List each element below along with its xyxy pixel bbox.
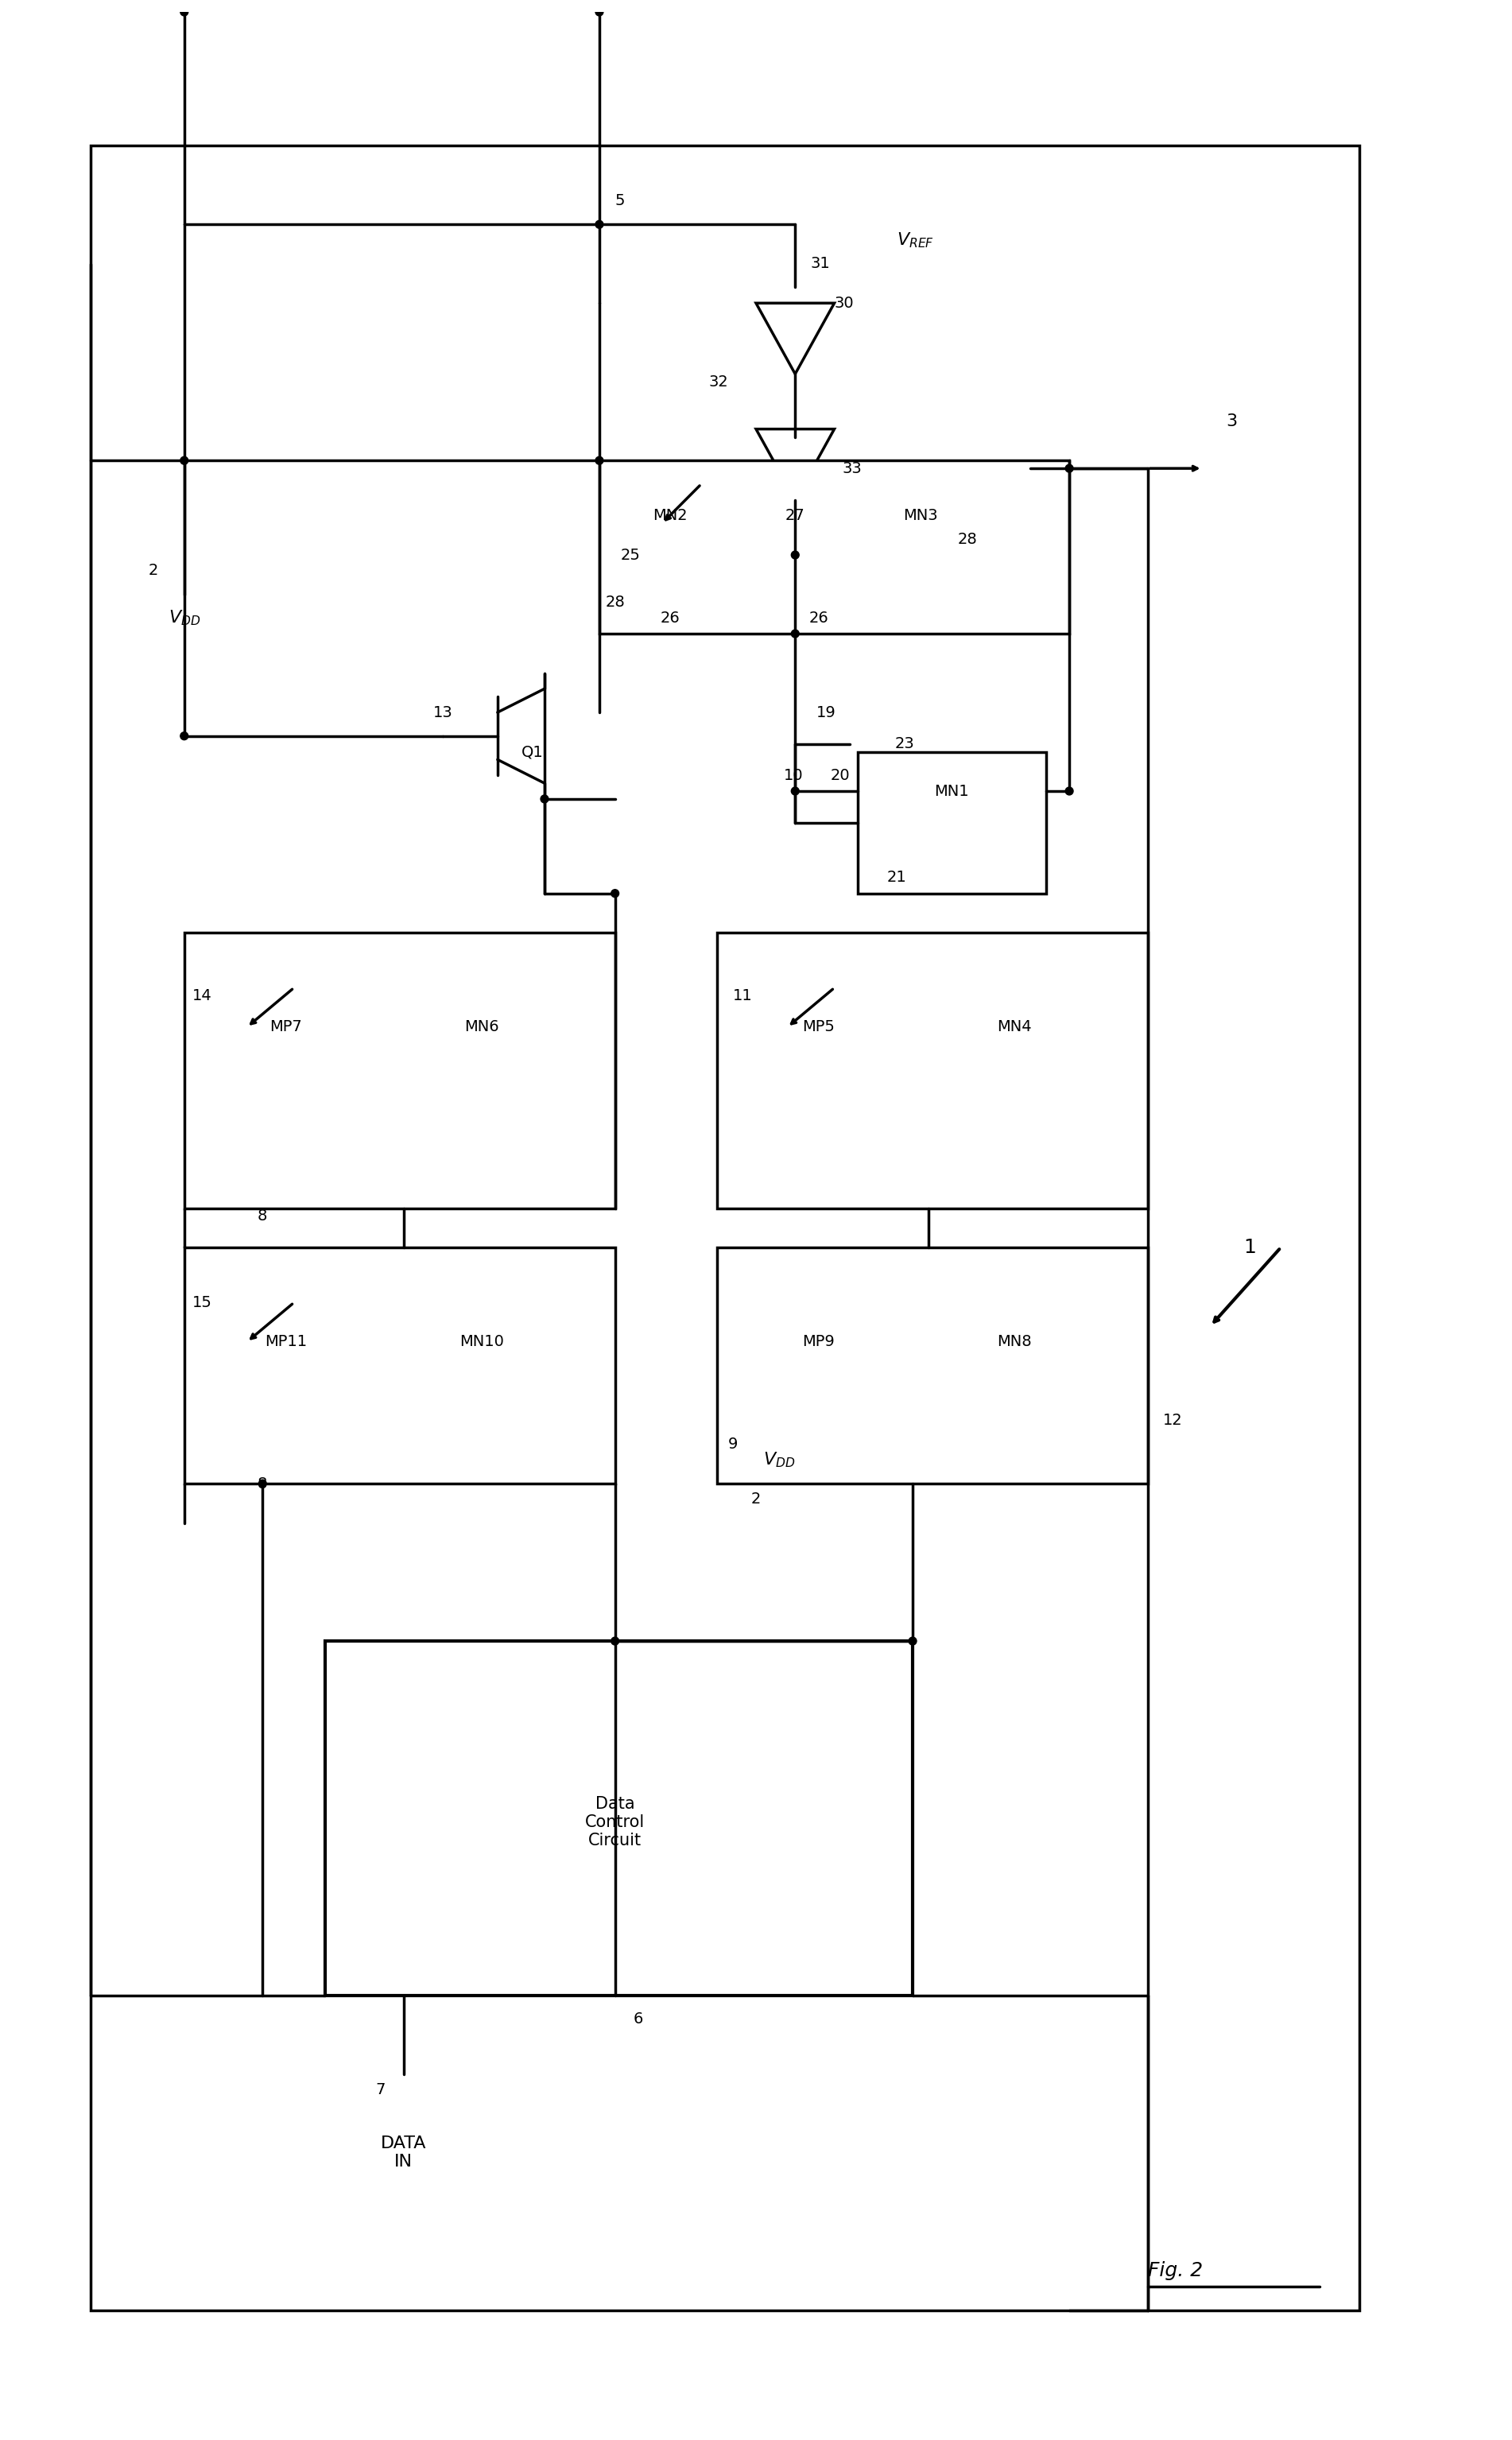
Circle shape <box>791 788 798 795</box>
Circle shape <box>180 7 187 17</box>
Circle shape <box>791 551 798 559</box>
Text: 30: 30 <box>835 295 854 310</box>
Circle shape <box>259 1479 266 1488</box>
Text: 2: 2 <box>751 1491 761 1508</box>
Text: Data
Control
Circuit: Data Control Circuit <box>585 1796 646 1850</box>
Bar <box>91 146 1359 2311</box>
Bar <box>184 1247 615 1484</box>
Circle shape <box>541 795 549 803</box>
Text: 21: 21 <box>888 871 907 886</box>
Text: 32: 32 <box>709 373 729 390</box>
Text: 23: 23 <box>895 737 915 752</box>
Text: 5: 5 <box>615 193 624 207</box>
Text: 3: 3 <box>1226 412 1237 429</box>
Bar <box>184 932 615 1208</box>
Bar <box>717 1247 1148 1484</box>
Text: $V_{REF}$: $V_{REF}$ <box>897 232 934 249</box>
Circle shape <box>1066 788 1074 795</box>
Text: MP7: MP7 <box>269 1020 302 1035</box>
Text: MN8: MN8 <box>996 1335 1031 1349</box>
Text: MP9: MP9 <box>803 1335 835 1349</box>
Text: 1: 1 <box>1243 1237 1256 1257</box>
Text: 9: 9 <box>727 1437 738 1452</box>
Circle shape <box>611 1637 618 1645</box>
Text: $V_{DD}$: $V_{DD}$ <box>168 608 200 627</box>
Text: 20: 20 <box>830 769 850 783</box>
Text: 25: 25 <box>621 547 641 564</box>
Text: 12: 12 <box>1163 1413 1182 1427</box>
Text: Fig. 2: Fig. 2 <box>1148 2262 1202 2281</box>
Bar <box>717 932 1148 1208</box>
Circle shape <box>596 7 603 17</box>
Text: 26: 26 <box>809 610 829 625</box>
Text: $V_{DD}$: $V_{DD}$ <box>764 1452 795 1469</box>
Text: MN6: MN6 <box>464 1020 499 1035</box>
Text: 10: 10 <box>783 769 803 783</box>
Text: 27: 27 <box>785 508 804 522</box>
Circle shape <box>909 1637 916 1645</box>
Text: 33: 33 <box>842 461 862 476</box>
Text: MN1: MN1 <box>934 783 969 798</box>
Text: 11: 11 <box>732 988 751 1003</box>
Bar <box>857 752 1046 893</box>
Text: 13: 13 <box>432 705 452 720</box>
Text: 14: 14 <box>192 988 212 1003</box>
Text: 6: 6 <box>634 2011 644 2025</box>
Bar <box>325 1642 913 1996</box>
Circle shape <box>596 456 603 464</box>
Circle shape <box>791 630 798 637</box>
Circle shape <box>180 732 187 739</box>
Text: MN3: MN3 <box>903 508 937 522</box>
Text: 31: 31 <box>810 256 830 271</box>
Text: MN4: MN4 <box>996 1020 1031 1035</box>
Text: 8: 8 <box>257 1476 268 1491</box>
Text: 26: 26 <box>661 610 680 625</box>
Text: 15: 15 <box>192 1296 212 1310</box>
Text: MP5: MP5 <box>803 1020 835 1035</box>
Circle shape <box>611 891 618 898</box>
Circle shape <box>1066 464 1074 473</box>
Text: 8: 8 <box>257 1208 268 1222</box>
Bar <box>599 461 1069 634</box>
Text: 7: 7 <box>375 2081 386 2098</box>
Text: 28: 28 <box>605 595 624 610</box>
Text: 28: 28 <box>957 532 977 547</box>
Text: DATA
IN: DATA IN <box>381 2135 426 2169</box>
Text: 2: 2 <box>148 564 157 578</box>
Circle shape <box>596 220 603 229</box>
Text: 19: 19 <box>816 705 836 720</box>
Text: Q1: Q1 <box>522 744 543 759</box>
Text: MN2: MN2 <box>653 508 686 522</box>
Text: MP11: MP11 <box>265 1335 307 1349</box>
Text: MN10: MN10 <box>460 1335 503 1349</box>
Circle shape <box>180 456 187 464</box>
